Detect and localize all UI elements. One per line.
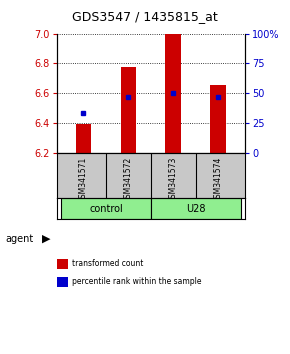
Text: transformed count: transformed count bbox=[72, 259, 144, 268]
Text: GSM341574: GSM341574 bbox=[214, 156, 223, 203]
Text: GDS3547 / 1435815_at: GDS3547 / 1435815_at bbox=[72, 10, 218, 23]
Bar bbox=[61, 198, 151, 219]
Bar bbox=[121, 67, 136, 153]
Text: GSM341571: GSM341571 bbox=[79, 156, 88, 203]
Text: ▶: ▶ bbox=[42, 234, 50, 244]
Bar bbox=[151, 198, 241, 219]
Bar bbox=[210, 85, 226, 153]
Text: U28: U28 bbox=[186, 204, 205, 214]
Text: control: control bbox=[89, 204, 123, 214]
Text: agent: agent bbox=[6, 234, 34, 244]
Text: percentile rank within the sample: percentile rank within the sample bbox=[72, 277, 202, 286]
Text: GSM341573: GSM341573 bbox=[169, 156, 178, 203]
Text: GSM341572: GSM341572 bbox=[124, 156, 133, 203]
Bar bbox=[76, 124, 91, 153]
Bar bbox=[165, 34, 181, 153]
